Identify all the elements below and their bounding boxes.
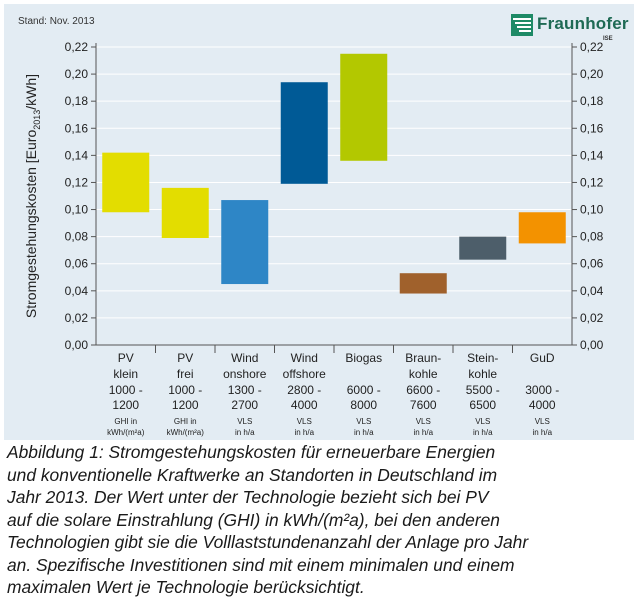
category-label: GuD bbox=[530, 351, 555, 365]
y-tick-label-left: 0,04 bbox=[65, 284, 89, 298]
category-unit: GHI in bbox=[114, 417, 137, 426]
stand-date: Stand: Nov. 2013 bbox=[18, 16, 95, 27]
caption-line: auf die solare Einstrahlung (GHI) in kWh… bbox=[7, 509, 500, 530]
y-tick-label-left: 0,22 bbox=[65, 40, 89, 54]
range-bar bbox=[399, 273, 447, 294]
y-tick-label-right: 0,04 bbox=[580, 284, 604, 298]
figure-caption: Abbildung 1: Stromgestehungskosten für e… bbox=[7, 441, 635, 599]
fraunhofer-mark-icon bbox=[511, 14, 533, 36]
y-tick-label-left: 0,14 bbox=[65, 148, 89, 162]
category-unit: in h/a bbox=[354, 428, 374, 437]
category-label: offshore bbox=[283, 367, 326, 381]
category-unit: VLS bbox=[297, 417, 312, 426]
logo-sub: ISE bbox=[603, 36, 613, 42]
y-tick-label-right: 0,18 bbox=[580, 94, 604, 108]
caption-line: Technologien gibt sie die Volllaststunde… bbox=[7, 532, 529, 552]
category-label: frei bbox=[177, 367, 194, 381]
category-unit: in h/a bbox=[294, 428, 314, 437]
category-label: 2700 bbox=[231, 398, 258, 412]
category-label: 4000 bbox=[529, 398, 556, 412]
category-unit: in h/a bbox=[473, 428, 493, 437]
y-tick-label-right: 0,08 bbox=[580, 230, 604, 244]
category-label: 6000 - bbox=[347, 383, 381, 397]
category-label: Biogas bbox=[345, 351, 382, 365]
y-tick-label-right: 0,02 bbox=[580, 311, 604, 325]
category-label: 8000 bbox=[350, 398, 377, 412]
category-unit: VLS bbox=[237, 417, 252, 426]
y-tick-label-left: 0,18 bbox=[65, 94, 89, 108]
y-tick-label-right: 0,12 bbox=[580, 175, 604, 189]
category-unit: VLS bbox=[475, 417, 490, 426]
category-label: Wind bbox=[231, 351, 258, 365]
category-label: 4000 bbox=[291, 398, 318, 412]
range-bar bbox=[102, 152, 150, 213]
category-unit: kWh/(m²a) bbox=[107, 428, 145, 437]
y-tick-label-right: 0,16 bbox=[580, 121, 604, 135]
category-label: 5500 - bbox=[466, 383, 500, 397]
range-bar bbox=[280, 82, 328, 184]
category-unit: kWh/(m²a) bbox=[167, 428, 205, 437]
y-tick-label-left: 0,02 bbox=[65, 311, 89, 325]
category-label: klein bbox=[113, 367, 138, 381]
y-tick-label-left: 0,00 bbox=[65, 338, 89, 352]
category-label: kohle bbox=[468, 367, 497, 381]
logo-name: Fraunhofer bbox=[537, 14, 629, 33]
category-label: kohle bbox=[409, 367, 438, 381]
category-label: 1300 - bbox=[228, 383, 262, 397]
category-unit: in h/a bbox=[235, 428, 255, 437]
y-tick-label-right: 0,10 bbox=[580, 203, 604, 217]
category-label: 7600 bbox=[410, 398, 437, 412]
category-label: 1200 bbox=[172, 398, 199, 412]
category-label: 6500 bbox=[469, 398, 496, 412]
caption-line: maximalen Wert je Technologie berücksich… bbox=[7, 577, 365, 597]
range-bar bbox=[161, 187, 209, 238]
category-unit: in h/a bbox=[532, 428, 552, 437]
category-label: 3000 - bbox=[525, 383, 559, 397]
y-tick-label-left: 0,10 bbox=[65, 203, 89, 217]
category-label: 2800 - bbox=[287, 383, 321, 397]
y-axis-label: Stromgestehungskosten [Euro2013/kWh] bbox=[23, 74, 42, 318]
range-bar bbox=[340, 53, 388, 161]
category-label: onshore bbox=[223, 367, 267, 381]
y-tick-label-left: 0,08 bbox=[65, 230, 89, 244]
y-tick-label-left: 0,12 bbox=[65, 175, 89, 189]
y-tick-label-right: 0,00 bbox=[580, 338, 604, 352]
category-label: PV bbox=[118, 351, 134, 365]
category-label: Braun- bbox=[405, 351, 441, 365]
category-label: Wind bbox=[291, 351, 318, 365]
caption-line: an. Spezifische Investitionen sind mit e… bbox=[7, 554, 515, 575]
caption-line: Abbildung 1: Stromgestehungskosten für e… bbox=[7, 442, 496, 462]
y-tick-label-right: 0,06 bbox=[580, 257, 604, 271]
y-tick-label-right: 0,22 bbox=[580, 40, 604, 54]
range-bar-chart: 0,00 0,00 0,02 0,02 0,04 0,04 0,06 0,06 0,08 0,08… bbox=[23, 40, 604, 437]
category-label: 6600 - bbox=[406, 383, 440, 397]
range-bar bbox=[518, 212, 566, 244]
category-unit: VLS bbox=[535, 417, 550, 426]
category-unit: GHI in bbox=[174, 417, 197, 426]
range-bar bbox=[221, 200, 269, 285]
y-tick-label-right: 0,20 bbox=[580, 67, 604, 81]
caption-line: Jahr 2013. Der Wert unter der Technologi… bbox=[7, 487, 489, 507]
category-label: PV bbox=[177, 351, 193, 365]
category-unit: VLS bbox=[356, 417, 371, 426]
category-label: Stein- bbox=[467, 351, 498, 365]
category-label: 1200 bbox=[112, 398, 139, 412]
y-tick-label-left: 0,20 bbox=[65, 67, 89, 81]
y-tick-label-right: 0,14 bbox=[580, 148, 604, 162]
caption-line: und konventionelle Kraftwerke an Standor… bbox=[7, 464, 498, 485]
category-unit: VLS bbox=[416, 417, 431, 426]
category-label: 1000 - bbox=[109, 383, 143, 397]
fraunhofer-logo: Fraunhofer ISE bbox=[511, 12, 629, 46]
category-unit: in h/a bbox=[413, 428, 433, 437]
y-tick-label-left: 0,06 bbox=[65, 257, 89, 271]
category-label: 1000 - bbox=[168, 383, 202, 397]
y-tick-label-left: 0,16 bbox=[65, 121, 89, 135]
range-bar bbox=[459, 236, 507, 260]
chart-panel: Stand: Nov. 2013 Fraunhofer ISE 0,00 0,00… bbox=[4, 4, 634, 440]
